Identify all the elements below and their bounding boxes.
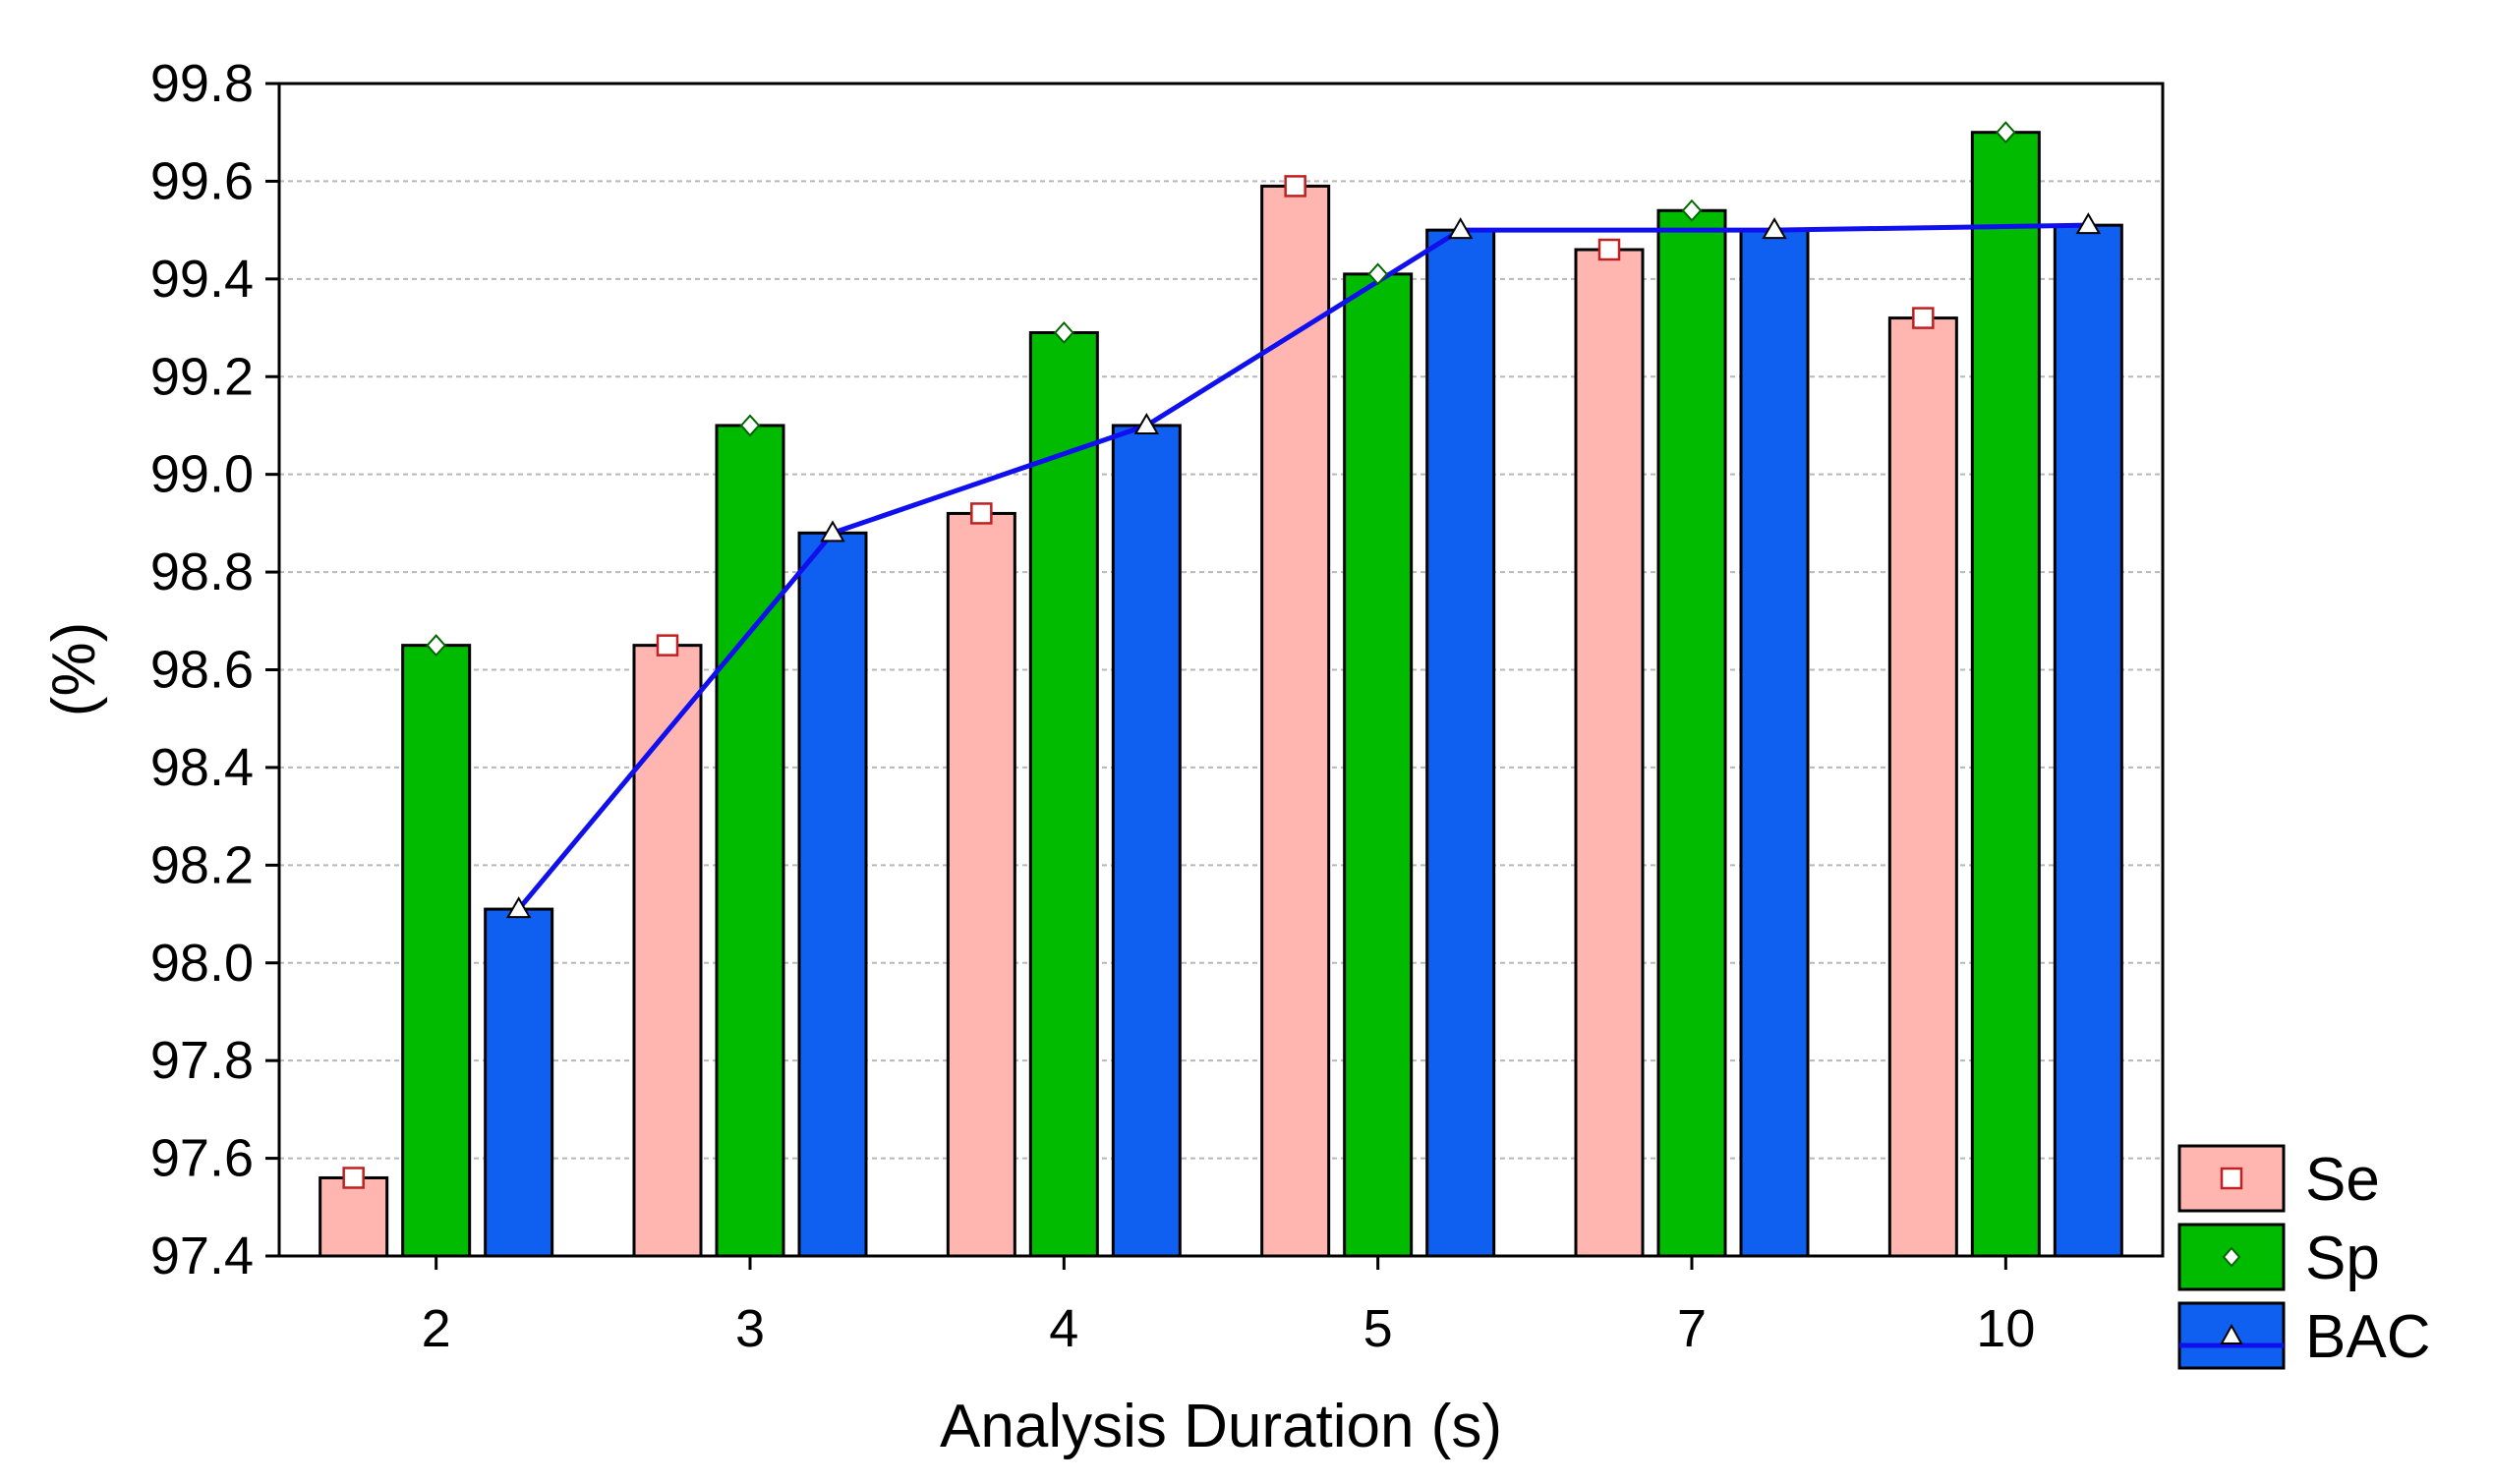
y-tick-label: 97.8 <box>150 1031 254 1090</box>
x-tick-label: 10 <box>1976 1299 2035 1358</box>
y-tick-label: 99.2 <box>150 347 254 406</box>
legend-marker-sp <box>2222 1246 2241 1268</box>
bar-sp <box>401 644 472 1258</box>
y-tick-label: 99.6 <box>150 151 254 210</box>
bac-marker <box>505 896 532 919</box>
se-marker <box>1912 307 1935 329</box>
bac-marker <box>1133 412 1160 434</box>
y-tick-label: 98.2 <box>150 835 254 894</box>
bar-se <box>1260 184 1331 1258</box>
bar-se <box>1574 248 1645 1258</box>
legend-label-bac: BAC <box>2305 1303 2430 1371</box>
y-tick-label: 98.4 <box>150 738 254 797</box>
bar-se <box>632 644 703 1258</box>
legend-marker-bac <box>2220 1323 2243 1344</box>
bac-line-group <box>516 222 2089 911</box>
sp-marker <box>426 634 447 657</box>
sp-marker <box>1053 321 1074 345</box>
legend-label-se: Se <box>2305 1146 2380 1214</box>
markers <box>342 121 2102 1189</box>
x-axis: 2 3 4 5 7 10 <box>422 1256 2035 1358</box>
bar-bac <box>2053 223 2123 1258</box>
legend: Se Sp BAC <box>2177 1144 2430 1371</box>
y-tick-label: 99.4 <box>150 250 254 309</box>
se-marker <box>1284 175 1306 198</box>
y-tick-label: 97.4 <box>150 1227 254 1285</box>
bac-marker <box>820 520 845 542</box>
bac-marker <box>1447 217 1474 240</box>
sp-marker <box>739 414 761 437</box>
x-tick-label: 7 <box>1677 1299 1707 1358</box>
bar-sp <box>1970 131 2041 1258</box>
bar-se <box>1887 316 1958 1258</box>
x-tick-label: 5 <box>1363 1299 1393 1358</box>
bar-se <box>946 511 1016 1258</box>
y-tick-label: 98.8 <box>150 542 254 601</box>
sp-marker <box>1995 121 2016 144</box>
se-marker <box>1597 238 1621 261</box>
x-tick-label: 3 <box>735 1299 765 1358</box>
bar-bac <box>1111 424 1182 1258</box>
y-tick-label: 98.6 <box>150 641 254 700</box>
y-tick-label: 97.6 <box>150 1129 254 1188</box>
bar-bac <box>484 907 554 1258</box>
bac-marker <box>1762 217 1787 240</box>
bar-bac <box>1739 228 1810 1258</box>
se-marker <box>342 1167 365 1189</box>
y-axis: 99.8 99.6 99.4 99.2 99.0 98.8 98.6 98.4 98.2 98.0… <box>150 54 279 1285</box>
bar-sp <box>1343 272 1414 1258</box>
bar-bac <box>1425 228 1496 1258</box>
bac-line <box>516 222 2089 911</box>
x-tick-label: 2 <box>422 1299 451 1358</box>
bar-sp <box>1656 208 1727 1258</box>
x-tick-label: 4 <box>1049 1299 1078 1358</box>
se-marker <box>970 502 993 525</box>
sp-marker <box>1681 199 1703 222</box>
bac-marker <box>2075 212 2102 235</box>
sp-marker <box>1367 262 1389 286</box>
x-axis-title: Analysis Duration (s) <box>940 1393 1502 1460</box>
legend-marker-se <box>2220 1167 2243 1190</box>
bar-sp <box>715 424 785 1258</box>
legend-label-sp: Sp <box>2305 1225 2380 1292</box>
bar-se <box>319 1175 389 1258</box>
y-tick-label: 99.8 <box>150 54 254 113</box>
bar-bac <box>797 531 868 1258</box>
y-tick-label: 99.0 <box>150 445 254 504</box>
se-marker <box>656 634 679 656</box>
bar-sp <box>1028 331 1099 1258</box>
y-axis-title: (%) <box>40 622 108 716</box>
y-tick-label: 98.0 <box>150 934 254 993</box>
